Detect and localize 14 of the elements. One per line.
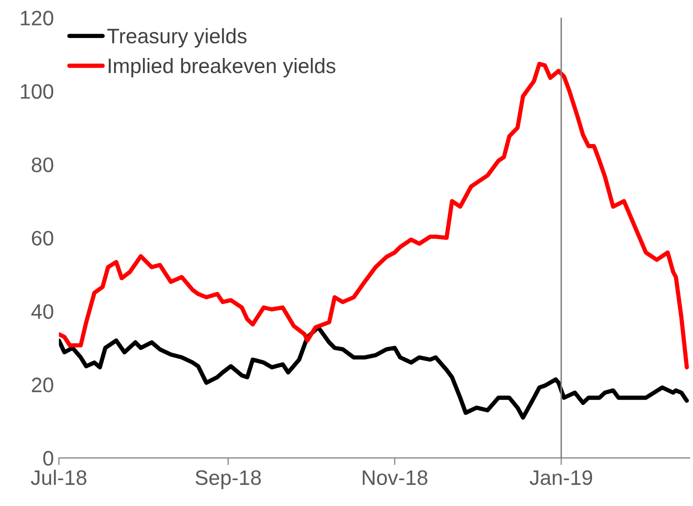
- x-tick-label: Nov-18: [362, 470, 428, 486]
- y-tick-label: 60: [32, 230, 54, 246]
- y-tick-label: 40: [31, 304, 54, 319]
- x-tick-label: Jan-19: [530, 470, 592, 486]
- y-tick-label: 100: [20, 84, 54, 99]
- legend-label: Treasury yields: [107, 28, 247, 48]
- y-tick-label: 0: [43, 450, 54, 466]
- y-tick-label: 80: [32, 157, 54, 172]
- legend-label: Implied breakeven yields: [108, 58, 336, 78]
- y-tick-label: 20: [32, 378, 54, 392]
- y-tick-label: 120: [20, 10, 54, 26]
- x-tick-label: Jul-18: [30, 470, 86, 486]
- line-series: [58, 325, 689, 420]
- x-tick-label: Sep-18: [196, 470, 261, 490]
